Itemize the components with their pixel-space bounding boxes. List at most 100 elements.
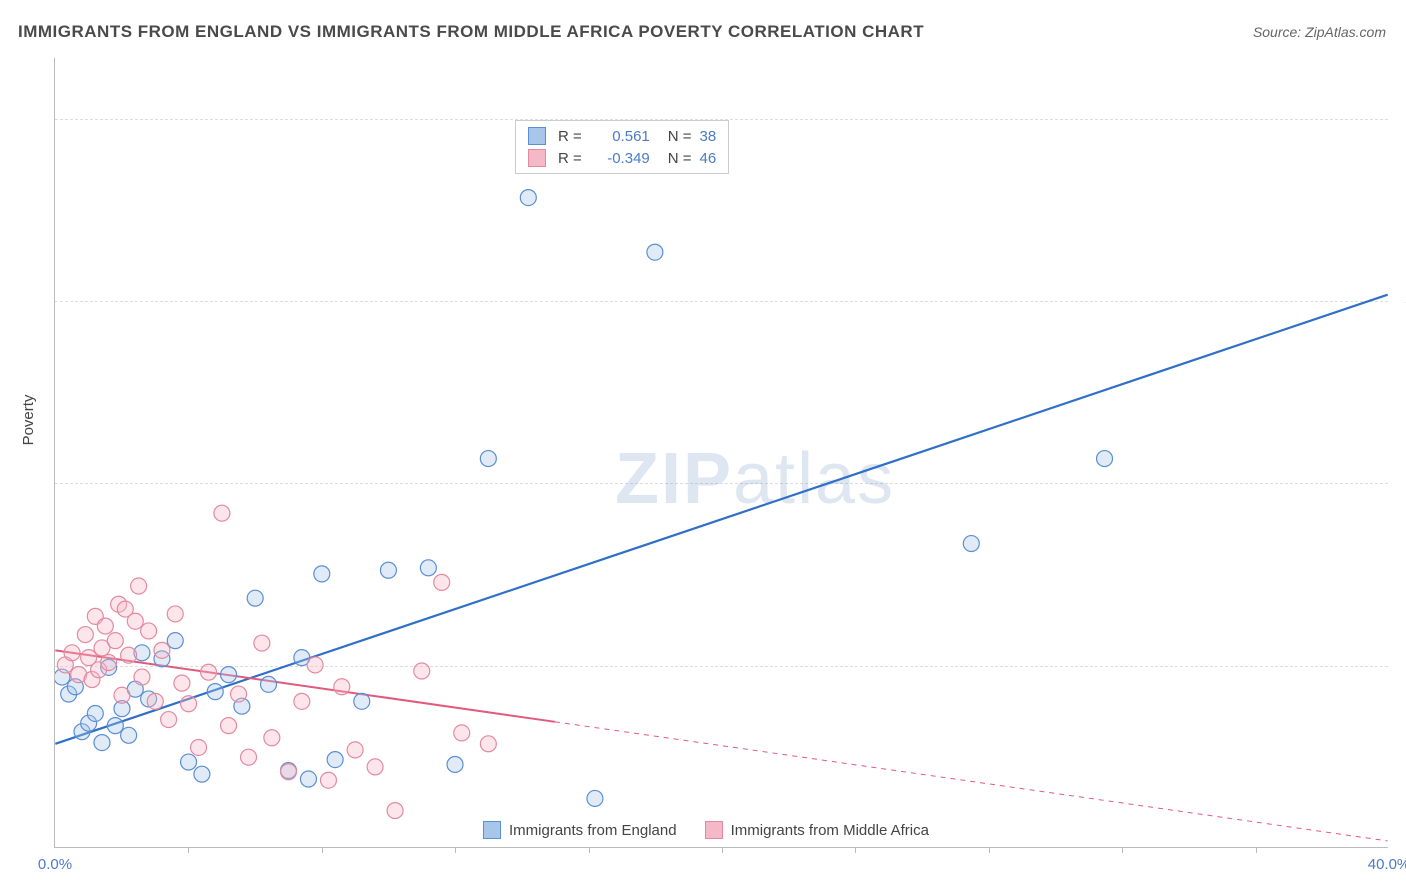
n-value-england: 38 [700, 128, 717, 145]
scatter-point [1097, 451, 1113, 467]
swatch-africa [528, 149, 546, 167]
scatter-point [241, 749, 257, 765]
scatter-point [414, 663, 430, 679]
x-tick-mark [1122, 847, 1123, 853]
scatter-point [174, 675, 190, 691]
scatter-point [327, 752, 343, 768]
scatter-point [181, 696, 197, 712]
scatter-point [121, 727, 137, 743]
x-tick-mark [722, 847, 723, 853]
scatter-point [201, 664, 217, 680]
scatter-point [520, 190, 536, 206]
scatter-point [354, 693, 370, 709]
y-tick-label: 30.0% [1394, 475, 1406, 492]
scatter-point [221, 667, 237, 683]
scatter-point [480, 736, 496, 752]
scatter-point [167, 633, 183, 649]
scatter-point [97, 618, 113, 634]
scatter-point [77, 627, 93, 643]
scatter-point [480, 451, 496, 467]
scatter-point [131, 578, 147, 594]
y-axis-label: Poverty [20, 395, 37, 446]
scatter-point [434, 574, 450, 590]
scatter-point [64, 645, 80, 661]
chart-title: IMMIGRANTS FROM ENGLAND VS IMMIGRANTS FR… [18, 22, 924, 42]
legend-item-africa: Immigrants from Middle Africa [705, 821, 929, 839]
scatter-point [191, 739, 207, 755]
r-value-africa: -0.349 [590, 150, 650, 167]
r-label: R = [558, 150, 582, 167]
scatter-point [314, 566, 330, 582]
scatter-point [194, 766, 210, 782]
scatter-point [647, 244, 663, 260]
scatter-point [347, 742, 363, 758]
x-tick-mark [989, 847, 990, 853]
scatter-point [264, 730, 280, 746]
n-value-africa: 46 [700, 150, 717, 167]
scatter-point [94, 735, 110, 751]
scatter-point [294, 693, 310, 709]
x-tick-mark [455, 847, 456, 853]
scatter-point [281, 764, 297, 780]
y-tick-label: 15.0% [1394, 657, 1406, 674]
scatter-point [261, 676, 277, 692]
scatter-point [307, 657, 323, 673]
scatter-point [334, 679, 350, 695]
scatter-point [221, 718, 237, 734]
r-value-england: 0.561 [590, 128, 650, 145]
scatter-point [121, 647, 137, 663]
scatter-point [300, 771, 316, 787]
scatter-point [247, 590, 263, 606]
scatter-point [367, 759, 383, 775]
scatter-point [107, 718, 123, 734]
scatter-point [454, 725, 470, 741]
x-tick-label: 40.0% [1368, 856, 1406, 873]
scatter-point [141, 623, 157, 639]
scatter-point [207, 684, 223, 700]
scatter-point [447, 756, 463, 772]
scatter-point [380, 562, 396, 578]
scatter-point [134, 669, 150, 685]
scatter-point [231, 686, 247, 702]
scatter-point [387, 803, 403, 819]
y-tick-label: 60.0% [1394, 110, 1406, 127]
scatter-point [214, 505, 230, 521]
scatter-point [181, 754, 197, 770]
chart-container: IMMIGRANTS FROM ENGLAND VS IMMIGRANTS FR… [0, 0, 1406, 892]
scatter-point [87, 705, 103, 721]
x-tick-mark [589, 847, 590, 853]
scatter-point [254, 635, 270, 651]
scatter-point [147, 693, 163, 709]
correlation-legend: R = 0.561 N = 38 R = -0.349 N = 46 [515, 120, 729, 174]
legend-label-africa: Immigrants from Middle Africa [731, 822, 929, 839]
scatter-point [161, 712, 177, 728]
legend-label-england: Immigrants from England [509, 822, 677, 839]
scatter-point [107, 633, 123, 649]
source-attribution: Source: ZipAtlas.com [1253, 24, 1386, 40]
series-legend: Immigrants from England Immigrants from … [475, 819, 937, 841]
scatter-point [963, 536, 979, 552]
trend-line-solid [55, 295, 1387, 744]
x-tick-label: 0.0% [38, 856, 72, 873]
x-tick-mark [1256, 847, 1257, 853]
swatch-africa-bottom [705, 821, 723, 839]
scatter-point [101, 655, 117, 671]
scatter-point [127, 613, 143, 629]
x-tick-mark [188, 847, 189, 853]
swatch-england-bottom [483, 821, 501, 839]
chart-svg [55, 58, 1388, 847]
r-label: R = [558, 128, 582, 145]
legend-item-england: Immigrants from England [483, 821, 677, 839]
source-value: ZipAtlas.com [1305, 24, 1386, 40]
legend-row-africa: R = -0.349 N = 46 [528, 147, 716, 169]
source-label: Source: [1253, 24, 1301, 40]
x-tick-mark [855, 847, 856, 853]
scatter-point [114, 687, 130, 703]
legend-row-england: R = 0.561 N = 38 [528, 125, 716, 147]
n-label: N = [668, 128, 692, 145]
plot-area: ZIPatlas R = 0.561 N = 38 R = -0.349 N =… [54, 58, 1388, 848]
scatter-point [154, 642, 170, 658]
x-tick-mark [322, 847, 323, 853]
scatter-point [587, 790, 603, 806]
n-label: N = [668, 150, 692, 167]
